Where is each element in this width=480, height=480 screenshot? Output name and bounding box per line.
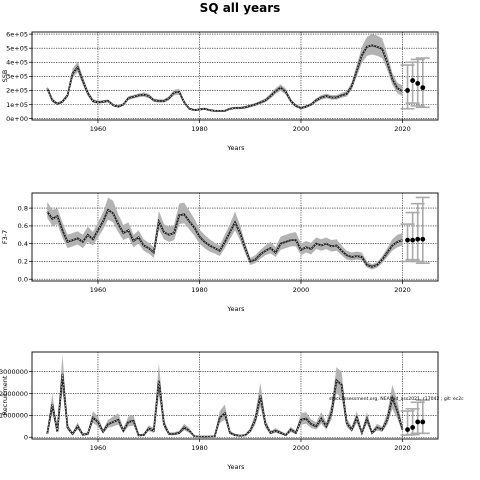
forecast-point: [420, 419, 426, 425]
y-tick-label: 1000000: [0, 412, 28, 420]
confidence-band: [47, 34, 403, 112]
axes-frame: [31, 351, 439, 440]
y-tick-label: 0.6: [18, 222, 28, 230]
y-tick-label: 0e+00: [6, 115, 28, 123]
x-tick-label: 2020: [394, 125, 411, 133]
forecast-point: [420, 85, 426, 91]
x-tick-label: 1960: [90, 125, 107, 133]
x-tick-label: 1980: [191, 125, 208, 133]
axes-frame: [31, 192, 439, 282]
forecast-point: [410, 237, 416, 243]
x-tick-label: 1960: [90, 286, 107, 294]
x-tick-label: 2000: [293, 125, 310, 133]
figure-title: SQ all years: [200, 1, 281, 15]
x-axis-label: Years: [226, 305, 245, 313]
axes-frame: [31, 31, 439, 121]
y-tick-label: 3000000: [0, 368, 28, 376]
y-tick-label: 0: [24, 434, 28, 442]
x-axis-label: Years: [226, 463, 245, 471]
forecast-point: [405, 427, 410, 433]
x-tick-label: 2000: [293, 444, 310, 452]
figure-annotation: stockassessment.org, NEAhad_ass2021, r17…: [329, 396, 464, 402]
x-tick-label: 2020: [394, 444, 411, 452]
y-tick-label: 6e+05: [6, 30, 28, 38]
y-tick-label: 0.4: [18, 240, 28, 248]
forecast-point: [405, 88, 410, 93]
forecast-point: [415, 236, 421, 242]
y-tick-label: 2000000: [0, 390, 28, 398]
confidence-band: [47, 197, 403, 270]
x-tick-label: 2020: [394, 286, 411, 294]
y-tick-label: 4e+05: [6, 59, 28, 67]
x-tick-label: 2000: [293, 286, 310, 294]
x-tick-label: 1980: [191, 286, 208, 294]
y-axis-label: Recruitment: [1, 375, 9, 415]
y-tick-label: 5e+05: [6, 44, 28, 52]
estimate-line-dashes: [46, 209, 403, 268]
y-tick-label: 0.0: [18, 276, 28, 284]
estimate-line-dashes: [46, 45, 403, 112]
x-axis-label: Years: [226, 144, 245, 152]
chart-panel-1: 1960 1980 2000 2020 0e+00 1e+05 2e+05 3e+05 4e+0…: [1, 30, 439, 152]
y-tick-label: 0.8: [18, 204, 28, 212]
forecast-point: [410, 78, 416, 83]
y-tick-label: 3e+05: [6, 73, 28, 81]
y-axis-label: F3-7: [1, 230, 9, 244]
forecast-point: [410, 425, 416, 430]
y-tick-label: 1e+05: [6, 101, 28, 109]
forecast-point: [415, 419, 421, 425]
forecast-point: [405, 237, 410, 243]
chart-panel-3: 1960 1980 2000 2020 0 1000000 2000000 3000000 Ye…: [0, 351, 439, 471]
estimate-line-dashes: [46, 373, 403, 438]
confidence-band: [47, 354, 403, 437]
x-tick-label: 1980: [191, 444, 208, 452]
forecast-point: [420, 236, 426, 242]
y-tick-label: 2e+05: [6, 87, 28, 95]
chart-panel-2: 1960 1980 2000 2020 0.0 0.2 0.4 0.6 0.8 Years F3-7: [1, 192, 439, 313]
y-tick-label: 0.2: [18, 258, 28, 266]
forecast-point: [415, 80, 421, 86]
y-axis-label: SSB: [1, 70, 9, 83]
x-tick-label: 1960: [90, 444, 107, 452]
